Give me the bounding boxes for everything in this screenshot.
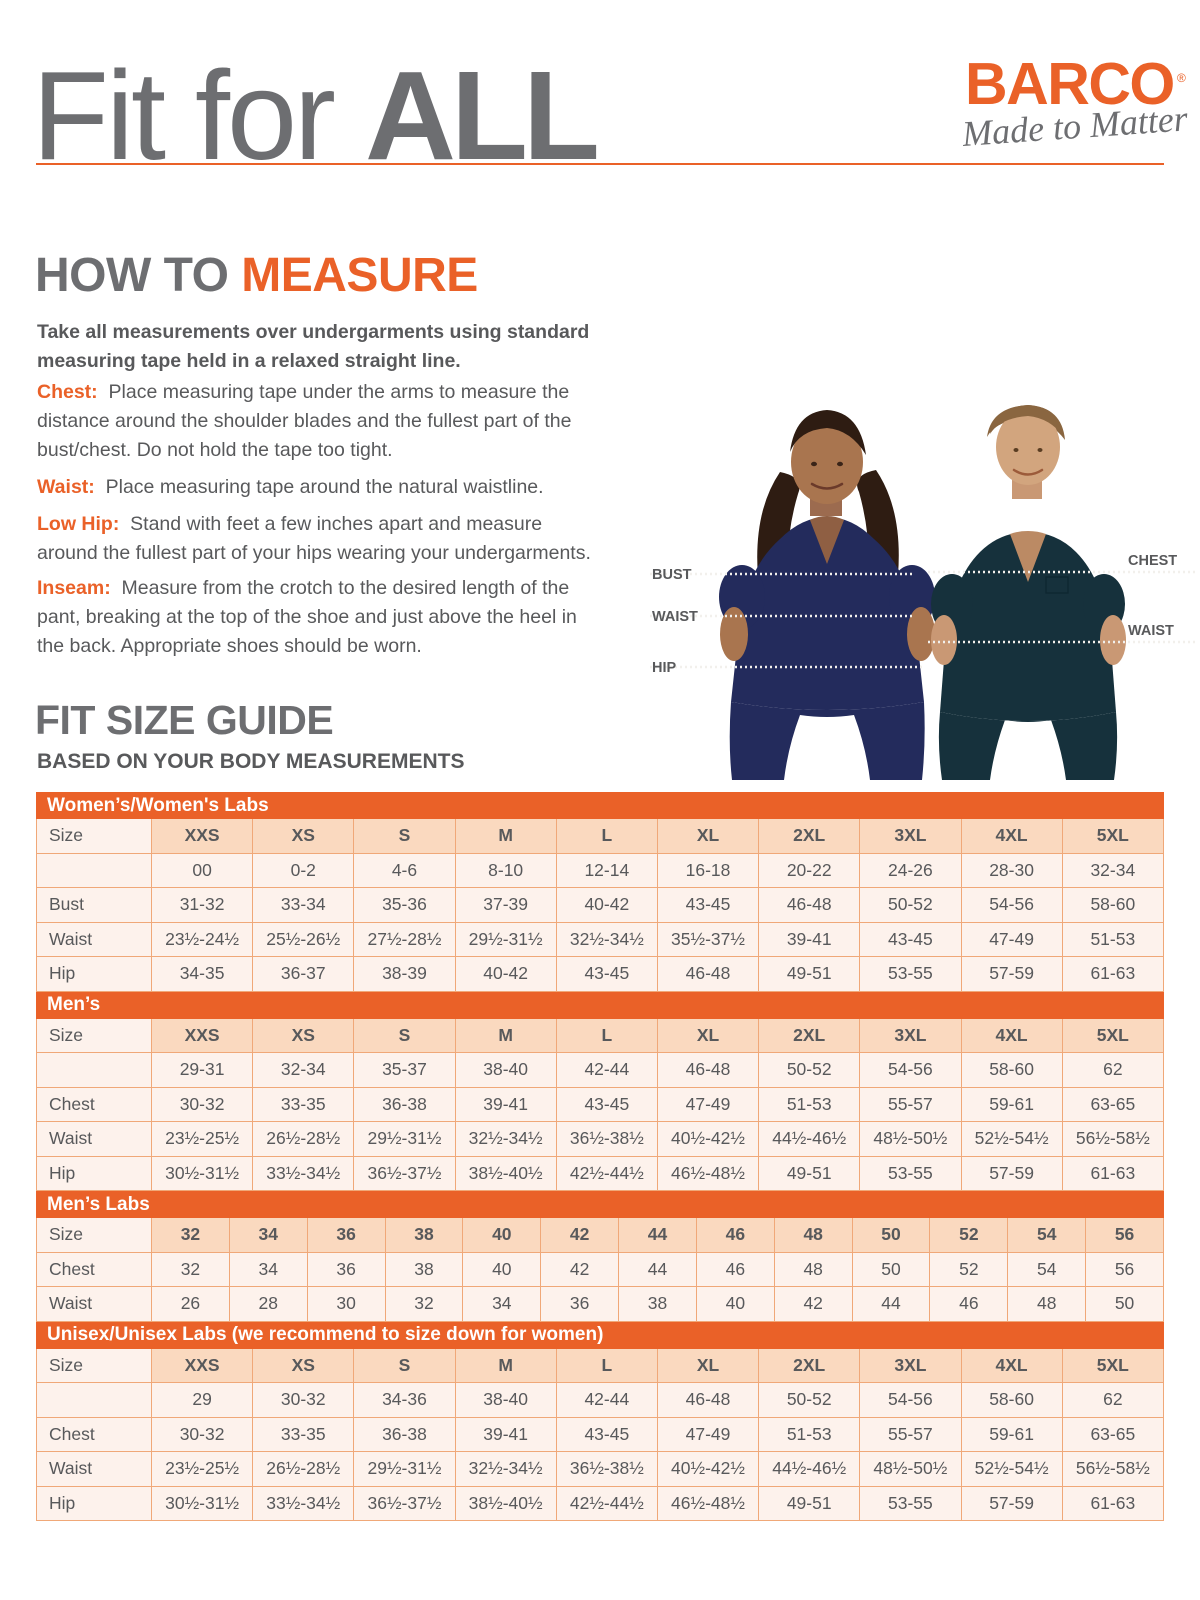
- svg-text:®: ®: [1177, 71, 1186, 85]
- svg-text:HIP: HIP: [652, 660, 677, 676]
- svg-text:CHEST: CHEST: [1128, 553, 1177, 569]
- svg-text:BUST: BUST: [652, 567, 692, 583]
- svg-text:WAIST: WAIST: [652, 609, 698, 625]
- svg-text:WAIST: WAIST: [1128, 623, 1174, 639]
